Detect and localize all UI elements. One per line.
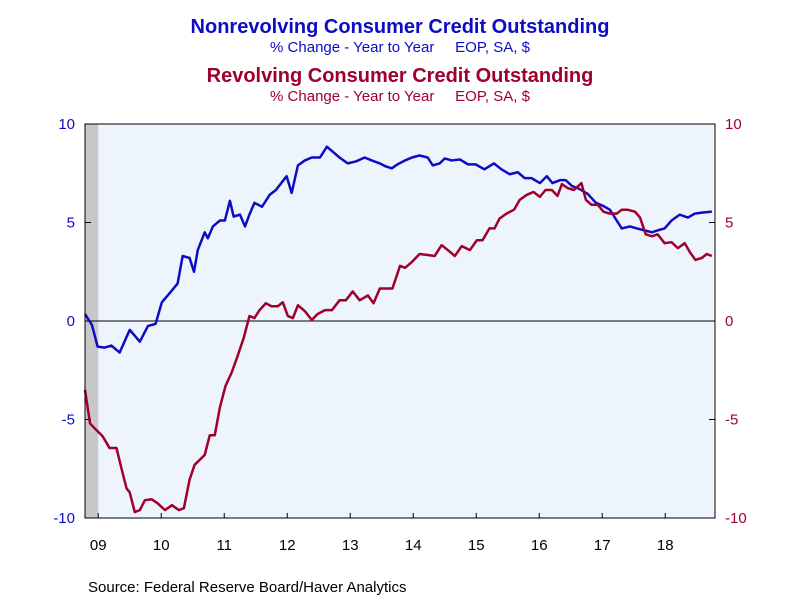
y2-tick-label: -10 [725,510,747,527]
x-tick-label: 11 [216,537,232,554]
x-tick-label: 16 [531,537,548,554]
y2-tick-label: -5 [725,412,738,429]
y-tick-label: -5 [62,412,75,429]
plot-frame [84,123,716,519]
series-line [83,181,713,514]
x-tick-label: 17 [594,537,611,554]
y2-tick-label: 5 [725,215,733,232]
series-subtitle: % Change - Year to Year EOP, SA, $ [270,39,531,56]
y-tick-label: 5 [67,215,75,232]
x-tick-label: 14 [405,537,422,554]
y-tick-label: 10 [58,116,75,133]
x-tick-label: 13 [342,537,359,554]
y2-tick-label: 0 [725,313,733,330]
x-tick-label: 15 [468,537,485,554]
source-note: Source: Federal Reserve Board/Haver Anal… [88,579,406,596]
y2-tick-label: 10 [725,116,742,133]
series-line [83,145,712,354]
y-tick-label: 0 [67,313,75,330]
y-tick-label: -10 [53,510,75,527]
x-tick-label: 18 [657,537,674,554]
series-title: Nonrevolving Consumer Credit Outstanding [191,16,610,38]
x-tick-label: 09 [90,537,107,554]
x-tick-label: 12 [279,537,296,554]
x-tick-label: 10 [153,537,170,554]
series-subtitle: % Change - Year to Year EOP, SA, $ [270,88,531,105]
series-title: Revolving Consumer Credit Outstanding [207,65,594,87]
